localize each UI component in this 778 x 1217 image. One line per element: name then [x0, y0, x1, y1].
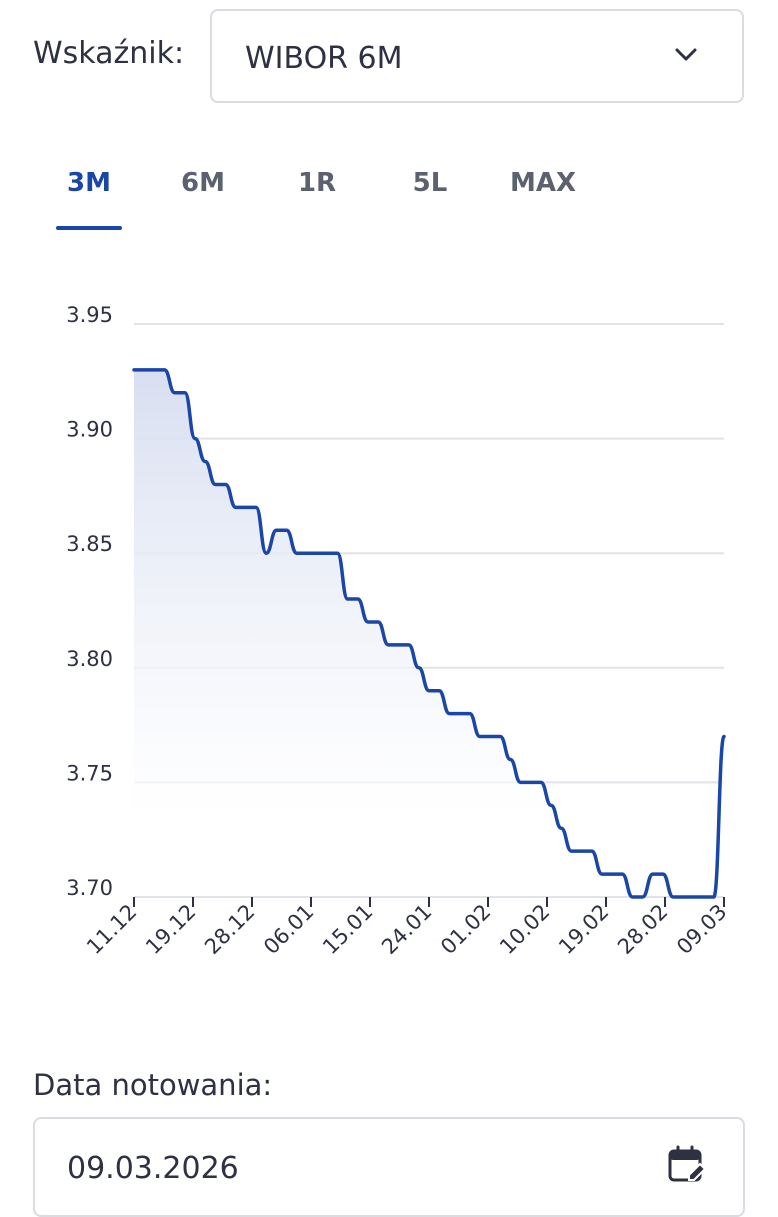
x-tick-label: 06.01: [259, 900, 318, 959]
range-tabs: 3M 6M 1R 5L MAX: [0, 160, 778, 232]
x-tick-label: 19.02: [554, 900, 613, 959]
calendar-edit-icon[interactable]: [667, 1145, 707, 1185]
y-tick-label: 3.80: [66, 647, 113, 671]
tab-6m[interactable]: 6M: [181, 168, 225, 198]
tab-5l[interactable]: 5L: [412, 168, 448, 198]
x-tick-label: 24.01: [377, 900, 436, 959]
date-label: Data notowania:: [33, 1068, 273, 1102]
x-tick-label: 28.02: [613, 900, 672, 959]
y-tick-label: 3.85: [66, 532, 113, 556]
tab-3m[interactable]: 3M: [67, 168, 111, 198]
x-tick-label: 10.02: [495, 900, 554, 959]
tab-1r[interactable]: 1R: [297, 168, 337, 198]
date-input[interactable]: 09.03.2026: [33, 1117, 745, 1217]
indicator-select-value: WIBOR 6M: [245, 41, 403, 76]
x-tick-label: 11.12: [82, 900, 141, 959]
x-tick-label: 19.12: [141, 900, 200, 959]
series-line: [132, 368, 726, 899]
y-tick-label: 3.75: [66, 761, 113, 785]
date-input-value: 09.03.2026: [67, 1151, 239, 1186]
y-tick-label: 3.90: [66, 418, 113, 442]
tab-max[interactable]: MAX: [509, 168, 577, 198]
indicator-label: Wskaźnik:: [33, 36, 185, 71]
series-area: [134, 369, 724, 898]
x-tick-label: 28.12: [200, 900, 259, 959]
chevron-down-icon: [675, 48, 697, 61]
x-tick-label: 01.02: [436, 900, 495, 959]
active-tab-indicator: [56, 226, 122, 230]
indicator-select[interactable]: WIBOR 6M: [210, 9, 744, 103]
y-tick-label: 3.95: [66, 303, 113, 327]
y-tick-label: 3.70: [66, 876, 113, 900]
x-tick-label: 15.01: [318, 900, 377, 959]
x-tick-label: 09.03: [672, 900, 731, 959]
